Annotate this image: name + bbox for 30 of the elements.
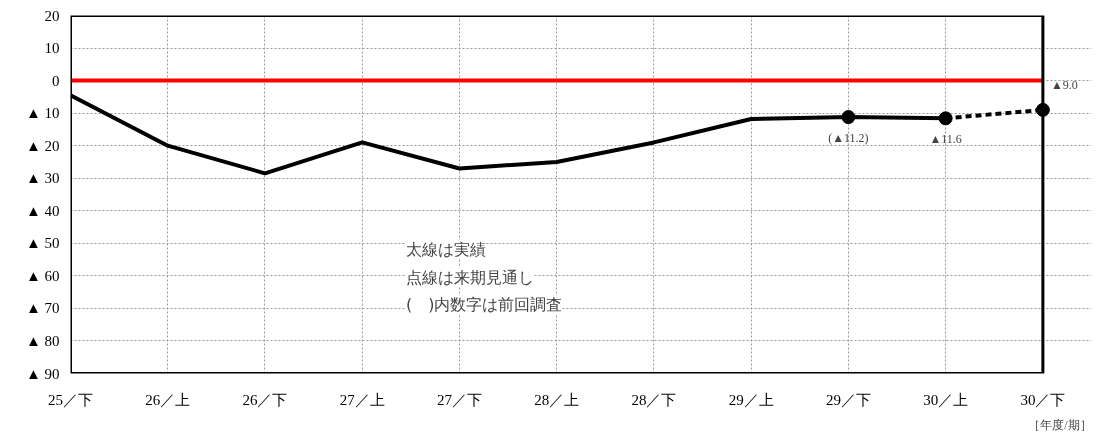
y-tick-label: 0	[52, 72, 60, 89]
y-tick-label: ▲ 20	[25, 137, 60, 154]
x-tick-label: 28／下	[631, 391, 677, 408]
x-tick-label: 28／上	[534, 391, 580, 408]
y-tick-label: 10	[44, 40, 60, 57]
x-tick-label: 26／上	[145, 391, 191, 408]
x-tick-label: 25／下	[48, 391, 93, 408]
y-tick-label: ▲ 40	[25, 202, 60, 219]
annotation: ( )内数字は前回調査	[405, 295, 563, 315]
annotation: ▲11.6	[929, 132, 962, 147]
x-tick-label: 30／上	[923, 391, 969, 408]
x-tick-label: 30／下	[1020, 391, 1066, 408]
y-tick-label: ▲ 30	[25, 170, 60, 187]
y-tick-label: ▲ 60	[25, 267, 60, 284]
y-tick-label: ▲ 10	[25, 105, 60, 122]
text: ［年度/期］	[1028, 417, 1092, 432]
y-tick-label: ▲ 90	[25, 365, 60, 382]
x-tick-label: 27／上	[339, 391, 385, 408]
x-tick-label: 27／下	[436, 391, 482, 408]
y-tick-label: ▲ 80	[25, 332, 60, 349]
y-tick-label: ▲ 50	[25, 235, 60, 252]
y-tick-label: 20	[44, 7, 60, 24]
annotation: 点線は来期見通し	[405, 267, 534, 287]
x-tick-label: 29／下	[825, 391, 871, 408]
x-tick-label: 26／下	[242, 391, 288, 408]
y-tick-label: ▲ 70	[25, 300, 60, 317]
annotation: ▲9.0	[1050, 77, 1078, 92]
x-tick-label: 29／上	[728, 391, 774, 408]
annotation: (▲11.2)	[828, 131, 869, 146]
annotation: 太線は実績	[405, 240, 486, 260]
